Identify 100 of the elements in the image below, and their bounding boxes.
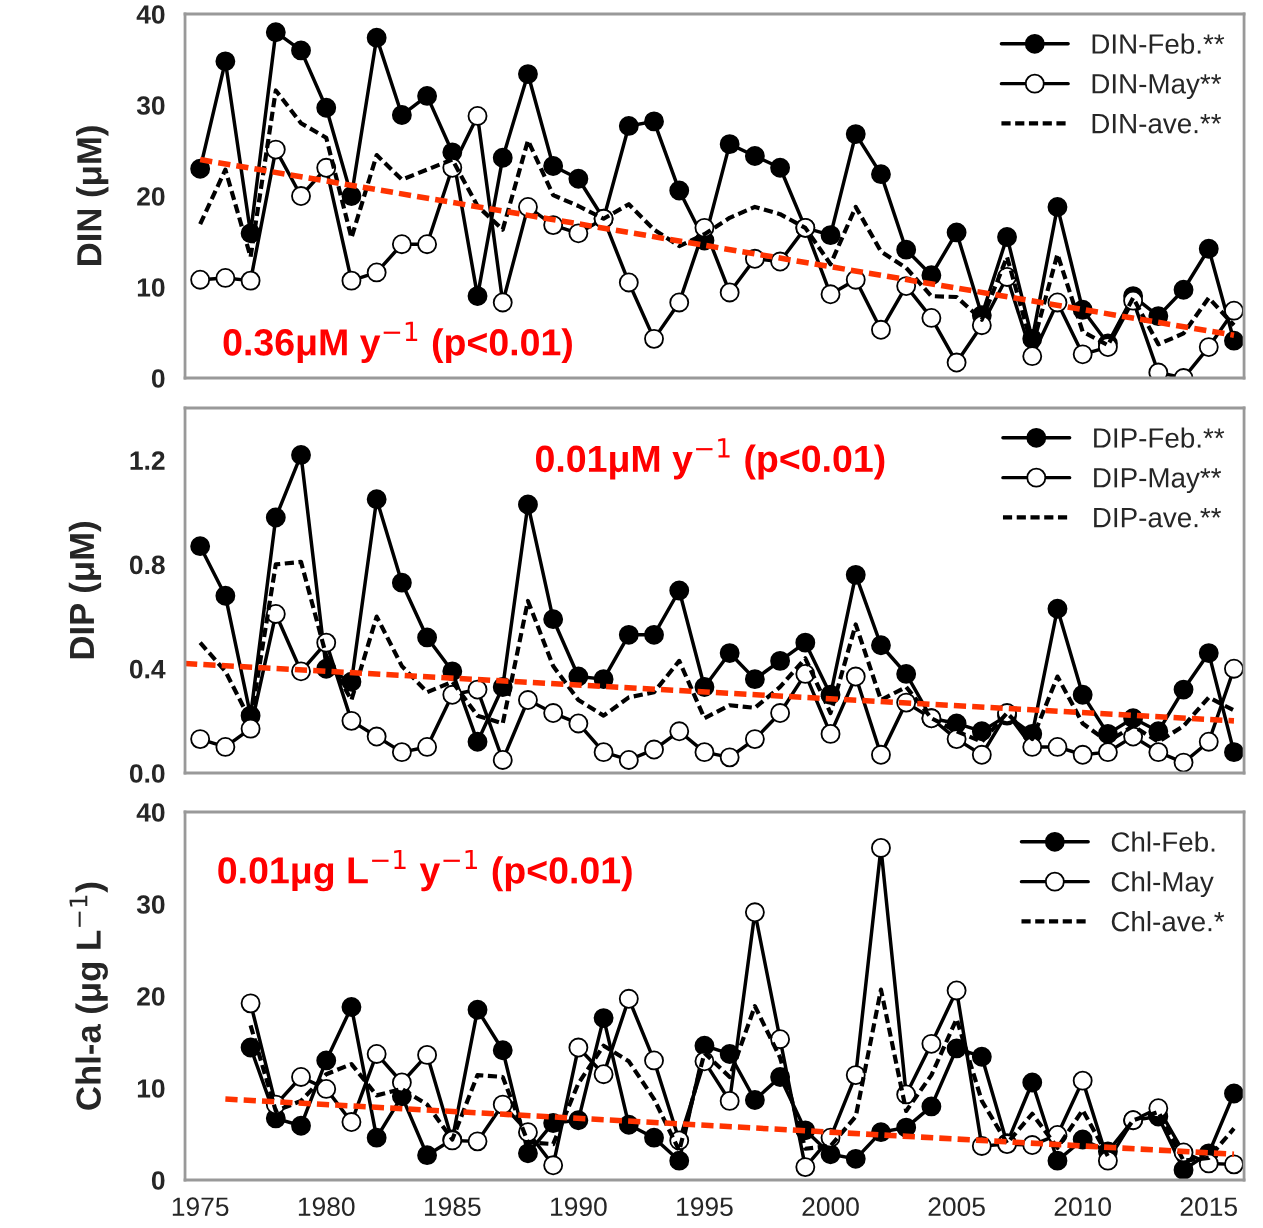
point xyxy=(644,1050,664,1071)
point xyxy=(391,1072,412,1093)
point xyxy=(644,1127,664,1148)
point xyxy=(1198,238,1219,259)
point xyxy=(618,272,639,293)
point xyxy=(265,139,286,160)
point xyxy=(291,40,311,61)
point xyxy=(770,1029,791,1050)
point xyxy=(391,105,412,125)
legend-label: DIP-Feb.** xyxy=(1094,427,1225,448)
point xyxy=(820,225,841,246)
point xyxy=(190,729,211,750)
point xyxy=(215,585,236,606)
point xyxy=(744,902,765,923)
point xyxy=(190,158,211,179)
x-tick-label: 1985 xyxy=(424,1197,481,1217)
point xyxy=(1047,598,1068,619)
x-tick-label: 2010 xyxy=(1054,1197,1111,1217)
y-tick-label: 30 xyxy=(136,96,165,115)
point xyxy=(543,609,564,630)
point xyxy=(291,1067,311,1087)
point xyxy=(518,1143,538,1164)
point xyxy=(518,64,538,84)
point xyxy=(845,124,866,145)
point xyxy=(644,624,664,645)
point xyxy=(265,507,286,528)
point xyxy=(316,1078,337,1099)
point xyxy=(1198,337,1219,357)
point xyxy=(366,726,387,747)
y-axis-title: Chl-a (μg L$^{−1}$) xyxy=(69,882,108,1110)
point xyxy=(417,736,438,757)
point xyxy=(291,444,311,465)
point xyxy=(669,721,690,742)
point xyxy=(971,1046,992,1067)
y-axis-title: DIP (μM) xyxy=(68,522,102,659)
y-tick-label: 20 xyxy=(137,987,165,1006)
y-axis-title: DIN (μM) xyxy=(76,126,109,266)
point xyxy=(1224,1154,1244,1175)
point xyxy=(896,663,917,684)
point xyxy=(316,97,337,118)
point xyxy=(618,115,639,136)
point xyxy=(391,234,412,255)
point xyxy=(568,168,589,189)
point xyxy=(694,742,715,763)
point xyxy=(618,750,639,770)
legend-label: Chl-May xyxy=(1111,871,1214,898)
point xyxy=(190,536,211,557)
x-tick-label: 1995 xyxy=(677,1197,733,1217)
point xyxy=(240,270,261,291)
point xyxy=(845,564,866,585)
point xyxy=(366,1127,387,1148)
legend-label: Chl-Feb. xyxy=(1111,831,1215,852)
point xyxy=(518,494,538,515)
point xyxy=(669,1150,690,1171)
point xyxy=(1072,1070,1093,1091)
x-tick-label: 1980 xyxy=(298,1197,355,1217)
point xyxy=(871,164,891,185)
y-tick-label: 10 xyxy=(137,1079,165,1098)
point xyxy=(366,262,387,283)
y-tick-label: 0.8 xyxy=(129,555,165,575)
point xyxy=(744,1090,765,1110)
point xyxy=(1148,742,1169,763)
point xyxy=(719,747,740,768)
y-tick-label: 30 xyxy=(136,895,165,914)
point xyxy=(971,744,992,765)
point xyxy=(845,1148,866,1169)
point xyxy=(744,669,765,690)
point xyxy=(971,315,992,336)
point xyxy=(568,223,589,244)
legend-label: DIN-ave.** xyxy=(1092,114,1222,134)
point xyxy=(719,134,740,155)
point xyxy=(1072,744,1093,765)
point xyxy=(795,1157,816,1178)
point xyxy=(240,993,261,1014)
point xyxy=(921,1096,942,1117)
point xyxy=(1022,346,1043,367)
point xyxy=(1173,279,1194,300)
point xyxy=(1022,1072,1043,1093)
point xyxy=(946,1038,967,1059)
point xyxy=(593,742,614,763)
y-tick-label: 0.0 xyxy=(129,764,165,783)
point xyxy=(240,718,261,739)
point xyxy=(1173,1159,1194,1180)
point xyxy=(1224,300,1244,321)
point xyxy=(618,624,639,645)
point xyxy=(871,837,891,858)
y-tick-label: 1.2 xyxy=(130,451,165,470)
point xyxy=(467,679,488,700)
point xyxy=(1072,684,1093,705)
point xyxy=(795,632,816,653)
point xyxy=(215,51,236,72)
legend-label: DIP-May** xyxy=(1094,468,1222,494)
point xyxy=(669,580,690,601)
point xyxy=(1224,658,1244,679)
point xyxy=(1097,1150,1118,1171)
point xyxy=(593,1008,614,1029)
point xyxy=(896,1117,917,1138)
point xyxy=(1173,752,1194,773)
point xyxy=(265,22,286,43)
point xyxy=(341,710,362,731)
